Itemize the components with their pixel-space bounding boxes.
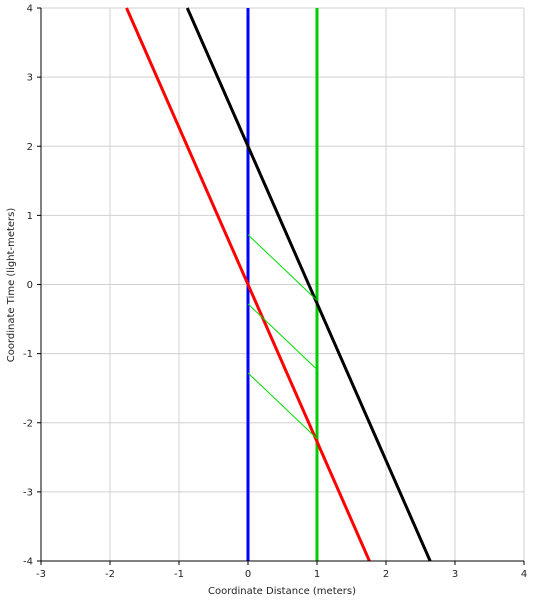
- x-tick-label: 4: [521, 569, 527, 580]
- y-tick-label: 3: [27, 73, 33, 84]
- y-tick-label: 1: [27, 211, 33, 222]
- series-line-5: [247, 234, 318, 301]
- series-group: [125, 7, 432, 562]
- axes: [37, 7, 525, 565]
- y-tick-label: -1: [23, 349, 33, 360]
- y-axis-title: Coordinate Time (light-meters): [6, 208, 17, 363]
- y-tick-label: -4: [23, 557, 33, 568]
- series-line-4: [185, 7, 432, 562]
- x-tick-label: 1: [314, 569, 320, 580]
- y-tick-label: 2: [27, 142, 33, 153]
- x-tick-label: -3: [36, 569, 46, 580]
- x-tick-label: 2: [383, 569, 389, 580]
- x-tick-label: 3: [452, 569, 458, 580]
- y-tick-label: 4: [27, 4, 33, 15]
- y-tick-label: 0: [27, 280, 33, 291]
- series-line-7: [247, 372, 318, 440]
- x-tick-label: -1: [174, 569, 184, 580]
- series-line-6: [247, 303, 318, 370]
- x-tick-label: 0: [245, 569, 251, 580]
- x-tick-label: -2: [105, 569, 115, 580]
- y-tick-label: -3: [23, 487, 33, 498]
- grid: [40, 7, 525, 562]
- series-line-3: [125, 7, 371, 562]
- x-axis-title: Coordinate Distance (meters): [208, 586, 356, 597]
- y-tick-label: -2: [23, 418, 33, 429]
